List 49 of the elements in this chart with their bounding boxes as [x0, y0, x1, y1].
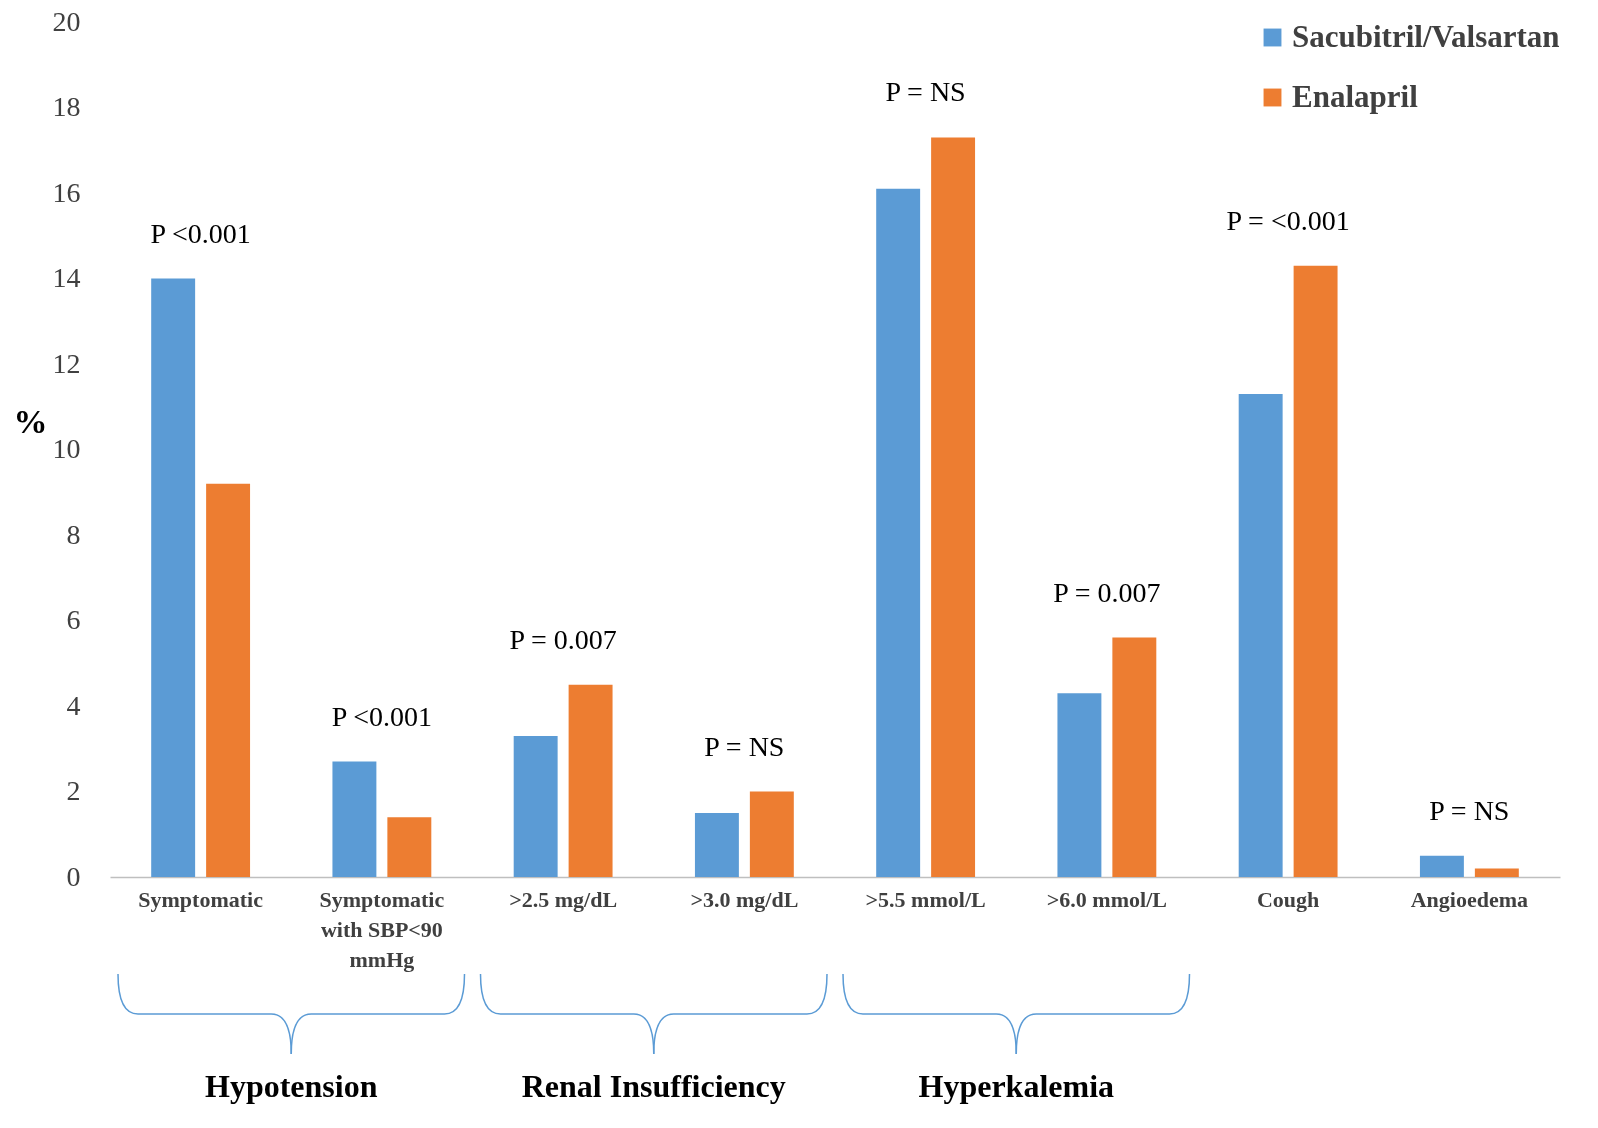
x-tick-label: >5.5 mmol/L — [865, 886, 986, 912]
text: Renal Insufficiency — [521, 1068, 786, 1104]
x-tick-label: Cough — [1256, 886, 1320, 912]
x-tick-label: Symptomatic — [138, 886, 264, 912]
bar — [151, 278, 196, 877]
y-tick-label: 8 — [66, 518, 81, 550]
annotation: P = 0.007 — [1053, 576, 1161, 608]
bar — [694, 812, 739, 877]
annotation: P = NS — [704, 730, 785, 762]
y-tick-label: 14 — [52, 262, 81, 293]
y-tick-label: 16 — [52, 176, 81, 208]
bar — [1057, 693, 1102, 877]
bar — [876, 188, 921, 877]
annotation: P = NS — [885, 76, 966, 108]
bar — [1474, 868, 1519, 877]
y-tick-label: 6 — [66, 604, 81, 635]
bar — [206, 483, 251, 877]
bar — [749, 791, 794, 877]
y-tick-label: 4 — [66, 689, 81, 721]
bar — [931, 137, 976, 877]
bar — [513, 735, 558, 877]
bar — [1112, 637, 1157, 877]
y-tick-label: 2 — [66, 775, 81, 806]
y-axis-title: % — [13, 403, 48, 440]
x-tick-label: >6.0 mmol/L — [1046, 886, 1167, 912]
y-tick-label: 20 — [52, 5, 81, 37]
annotation: P <0.001 — [150, 217, 251, 249]
bar — [568, 684, 613, 877]
legend-label: Sacubitril/Valsartan — [1292, 18, 1560, 54]
x-tick-label: >2.5 mg/dL — [509, 886, 618, 912]
annotation: P <0.001 — [331, 700, 433, 732]
bar — [332, 761, 377, 877]
text: Hypotension — [205, 1068, 378, 1104]
y-tick-label: 12 — [52, 347, 81, 379]
bar — [1419, 855, 1464, 877]
legend-label: Enalapril — [1292, 78, 1419, 114]
x-tick-label: Symptomatic with SBP<90 mmHg — [319, 886, 445, 972]
annotation: P = 0.007 — [509, 623, 617, 655]
bar — [387, 817, 432, 877]
y-tick-label: 0 — [66, 860, 81, 892]
text: Hyperkalemia — [918, 1068, 1115, 1104]
y-tick-label: 18 — [52, 91, 81, 122]
bar — [1293, 265, 1338, 877]
bar — [1238, 393, 1283, 877]
x-tick-label: Angioedema — [1410, 886, 1529, 912]
x-tick-label: >3.0 mg/dL — [690, 886, 799, 912]
annotation: P = NS — [1429, 794, 1510, 826]
annotation: P = <0.001 — [1226, 204, 1350, 236]
y-tick-label: 10 — [52, 433, 81, 464]
